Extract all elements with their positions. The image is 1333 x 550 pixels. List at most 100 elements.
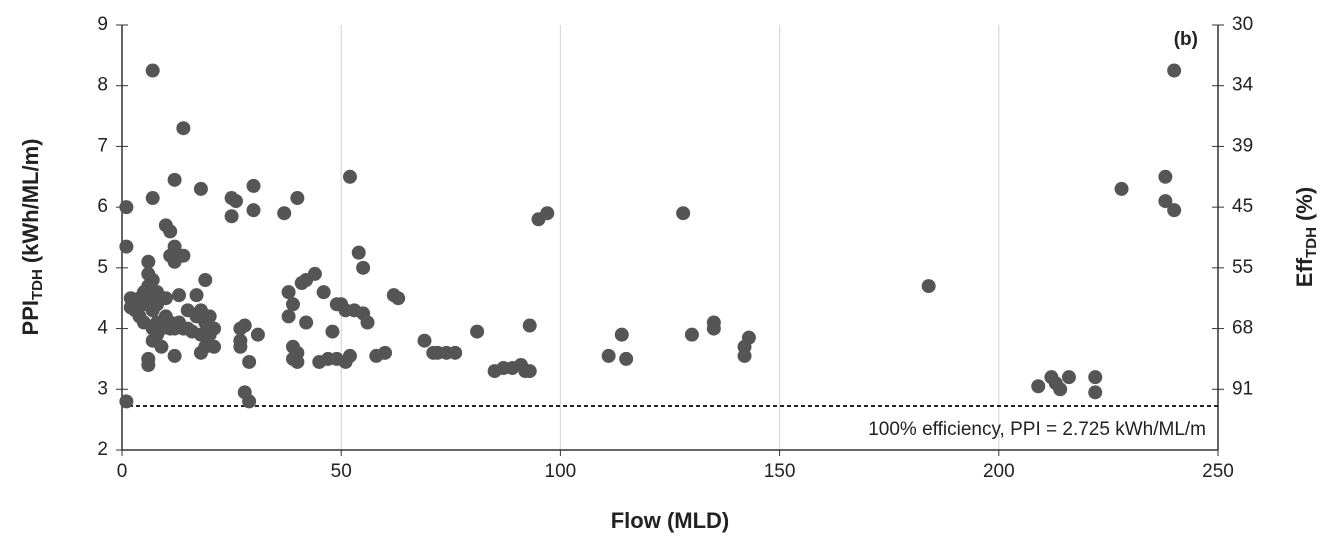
point [1167, 203, 1182, 218]
y2-tick-label: 34 [1232, 75, 1254, 96]
y-title-sub: TDH [29, 269, 46, 300]
y2-tick-label: 45 [1232, 196, 1253, 217]
point [706, 321, 721, 336]
point [176, 121, 191, 136]
x-tick-label: 100 [545, 461, 577, 482]
point [470, 324, 485, 339]
point [1114, 181, 1129, 196]
point [145, 63, 160, 78]
point [316, 285, 331, 300]
point [207, 321, 222, 336]
x-tick-label: 50 [331, 461, 352, 482]
point [246, 178, 261, 193]
point [246, 203, 261, 218]
point [378, 345, 393, 360]
y2-axis-title: EffTDH (%) [1292, 187, 1320, 287]
point [285, 297, 300, 312]
y-tick-label: 8 [97, 75, 108, 96]
point [448, 345, 463, 360]
point [619, 351, 634, 366]
reference-label: 100% efficiency, PPI = 2.725 kWh/ML/m [868, 419, 1206, 440]
point [540, 206, 555, 221]
y2-tick-label: 68 [1232, 318, 1253, 339]
point [1158, 169, 1173, 184]
point [290, 191, 305, 206]
point [145, 191, 160, 206]
point [242, 394, 257, 409]
point [281, 285, 296, 300]
x-tick-label: 200 [983, 461, 1015, 482]
point [1088, 370, 1103, 385]
point [228, 194, 243, 209]
y2-tick-label: 55 [1232, 257, 1253, 278]
point [342, 348, 357, 363]
point [351, 245, 366, 260]
x-tick-label: 150 [764, 461, 796, 482]
y-tick-label: 6 [97, 196, 108, 217]
y2-title-sub: TDH [1303, 227, 1320, 258]
point [242, 354, 257, 369]
y-tick-label: 5 [97, 257, 108, 278]
x-axis-title: Flow (MLD) [611, 508, 730, 533]
point [1053, 382, 1068, 397]
y2-tick-label: 91 [1232, 378, 1253, 399]
point [119, 394, 134, 409]
point [193, 181, 208, 196]
point [360, 315, 375, 330]
point [684, 327, 699, 342]
point [119, 200, 134, 215]
point [154, 339, 169, 354]
point [614, 327, 629, 342]
y-tick-label: 7 [97, 135, 108, 156]
point [163, 224, 178, 239]
point [141, 358, 156, 372]
point [189, 288, 204, 303]
x-tick-label: 250 [1202, 461, 1234, 482]
point [167, 172, 182, 187]
point [158, 291, 173, 306]
point [145, 273, 160, 287]
point [171, 288, 186, 303]
point [237, 318, 252, 333]
point [522, 318, 537, 333]
point [1167, 63, 1182, 78]
point [391, 291, 406, 306]
point [167, 348, 182, 363]
point [1158, 194, 1173, 209]
y-tick-label: 3 [97, 378, 108, 399]
y2-title-unit: (%) [1292, 187, 1317, 221]
y-tick-label: 4 [97, 318, 108, 339]
point [281, 309, 296, 324]
point [307, 266, 322, 281]
point [921, 279, 936, 294]
point [342, 169, 357, 184]
y2-tick-label: 39 [1232, 135, 1253, 156]
point [176, 248, 191, 263]
y2-title-main: Eff [1292, 257, 1317, 287]
point [277, 206, 292, 221]
point [207, 339, 222, 354]
panel-label: (b) [1174, 29, 1198, 50]
y-tick-label: 2 [97, 439, 108, 460]
point [299, 315, 314, 330]
y-title-unit: (kWh/ML/m) [18, 139, 43, 264]
point [202, 309, 217, 324]
point [250, 327, 265, 342]
point [741, 330, 756, 345]
point [141, 254, 156, 269]
point [1061, 370, 1076, 385]
y-tick-label: 9 [97, 14, 108, 35]
point [290, 354, 305, 369]
y-axis-title: PPITDH (kWh/ML/m) [18, 139, 46, 336]
y-title-main: PPI [18, 300, 43, 335]
point [676, 206, 691, 221]
point [224, 209, 239, 224]
point [325, 324, 340, 339]
y2-tick-label: 30 [1232, 14, 1253, 35]
x-tick-label: 0 [117, 461, 128, 482]
point [1031, 379, 1046, 394]
point [1088, 385, 1103, 400]
point [233, 339, 248, 354]
point [522, 364, 537, 379]
